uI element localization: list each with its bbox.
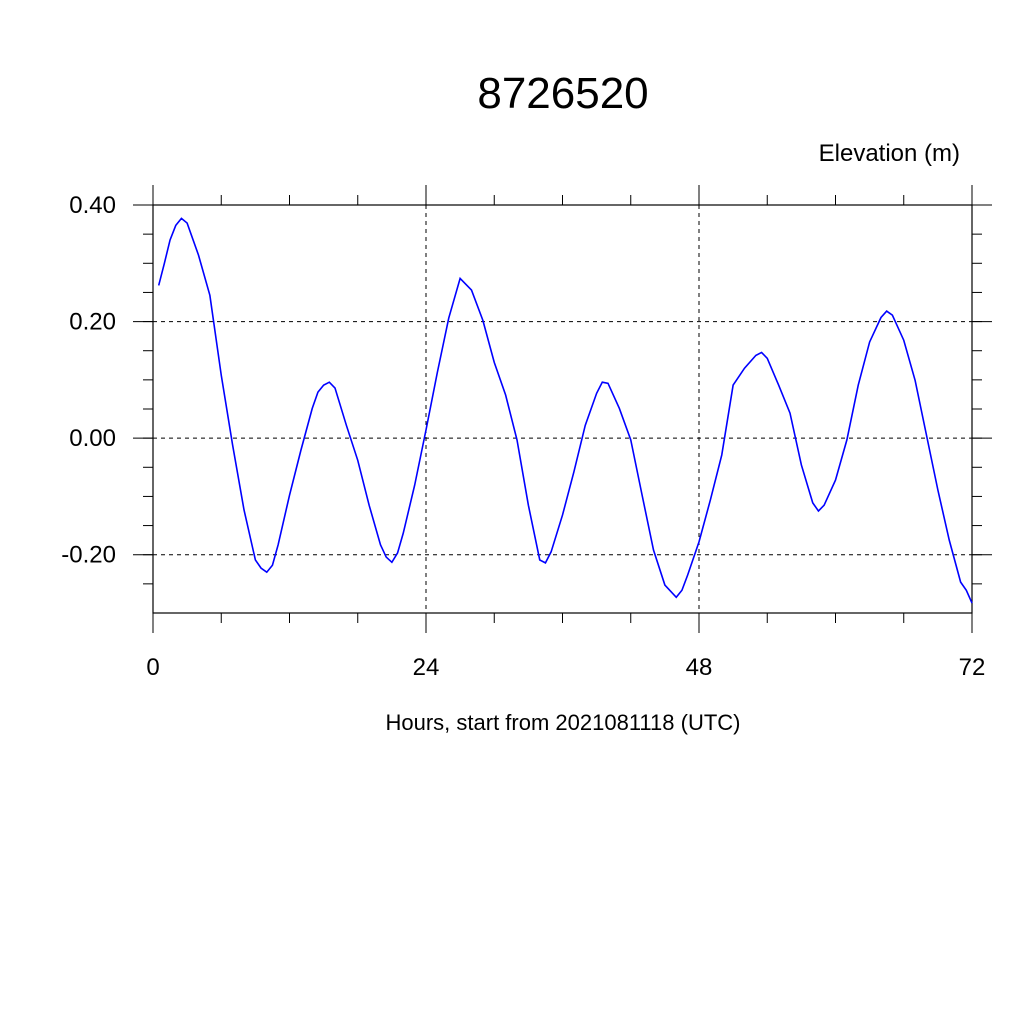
chart-title: 8726520: [477, 69, 648, 118]
y-tick-label: 0.00: [69, 425, 116, 452]
x-tick-label: 72: [959, 654, 986, 681]
y-tick-label: 0.20: [69, 309, 116, 336]
y-tick-label: -0.20: [61, 542, 116, 569]
x-tick-label: 0: [146, 654, 159, 681]
data-line: [157, 217, 973, 604]
x-axis-label: Hours, start from 2021081118 (UTC): [386, 710, 741, 735]
y-tick-label: 0.40: [69, 192, 116, 219]
x-tick-label: 48: [686, 654, 713, 681]
x-tick-label: 24: [413, 654, 440, 681]
plot-frame: [152, 204, 973, 614]
subtitle: Elevation (m): [819, 140, 960, 167]
